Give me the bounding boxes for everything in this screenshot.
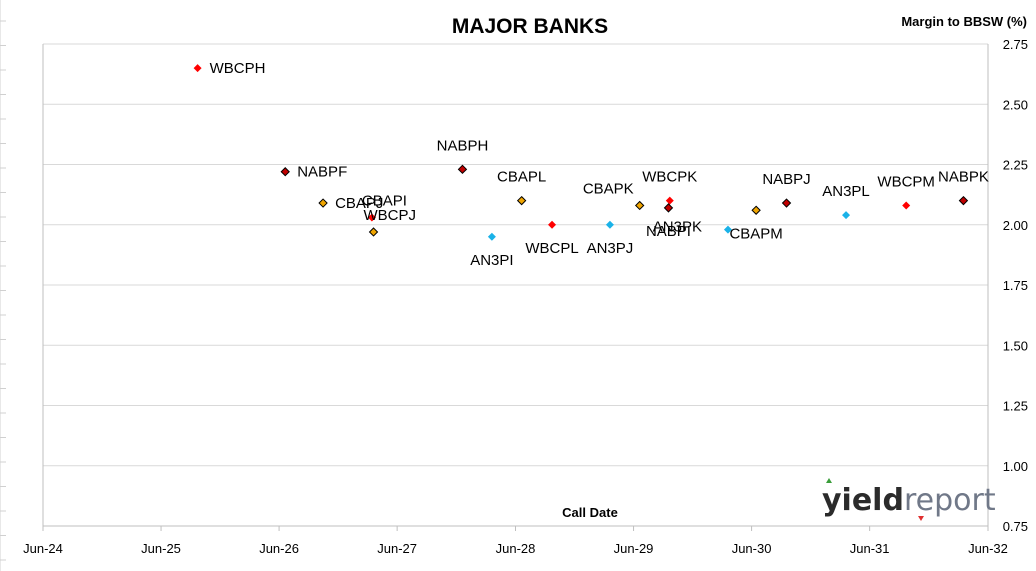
data-point-label: WBCPH: [210, 60, 266, 77]
x-tick-label: Jun-26: [259, 541, 299, 556]
gridlines: [43, 43, 988, 467]
x-tick-label: Jun-32: [968, 541, 1008, 556]
x-tick-label: Jun-28: [496, 541, 536, 556]
data-point: [842, 211, 851, 220]
logo-text-yield: yield: [822, 483, 904, 518]
data-point-label: NABPI: [646, 223, 691, 240]
data-point: [280, 167, 290, 177]
x-axis-title: Call Date: [562, 505, 618, 520]
x-tick-label: Jun-31: [850, 541, 890, 556]
data-point: [751, 205, 761, 215]
data-point-label: NABPK: [938, 169, 989, 186]
y-tick-label: 1.75: [1003, 278, 1028, 293]
data-point: [516, 195, 527, 206]
data-point: [457, 164, 468, 175]
x-tick-labels: Jun-24 Jun-25 Jun-26 Jun-27 Jun-28 Jun-29 Jun-…: [23, 541, 1008, 556]
y-tick-label: 1.00: [1003, 459, 1028, 474]
y-tick-label: 2.75: [1003, 37, 1028, 52]
data-point-label: WBCPL: [525, 240, 578, 257]
data-point-label: AN3PL: [822, 183, 870, 200]
data-point-label: CBAPJ: [335, 195, 383, 212]
svg-text:yieldreport: yieldreport: [822, 483, 996, 518]
data-point-label: NABPF: [297, 164, 347, 181]
logo-down-arrow-icon: [918, 516, 924, 521]
logo-text-report: report: [904, 483, 996, 518]
x-tick-label: Jun-29: [614, 541, 654, 556]
yieldreport-logo: yieldreport: [822, 478, 996, 521]
y-axis-title: Margin to BBSW (%): [901, 14, 1027, 29]
chart-title: MAJOR BANKS: [452, 15, 608, 38]
data-point-label: CBAPL: [497, 169, 546, 186]
y-tick-label: 2.00: [1003, 218, 1028, 233]
x-tick-label: Jun-25: [141, 541, 181, 556]
data-point-label: CBAPM: [729, 225, 782, 242]
x-tick-label: Jun-30: [732, 541, 772, 556]
data-point: [318, 198, 328, 208]
data-point: [605, 220, 614, 229]
y-tick-label: 0.75: [1003, 519, 1028, 534]
y-tick-label: 1.50: [1003, 338, 1028, 353]
data-point-label: CBAPI: [362, 193, 407, 210]
y-tick-label: 2.50: [1003, 97, 1028, 112]
data-point-label: AN3PJ: [587, 240, 634, 257]
data-point-label: CBAPK: [583, 180, 634, 197]
data-point: [663, 203, 674, 213]
data-point-label: WBCPK: [642, 169, 697, 186]
x-tick-label: Jun-27: [377, 541, 417, 556]
data-point-label: WBCPM: [877, 173, 935, 190]
x-tick-label: Jun-24: [23, 541, 63, 556]
data-point: [665, 196, 674, 205]
data-point-label: WBCPJ: [364, 207, 417, 224]
data-point-label: NABPH: [437, 137, 489, 154]
data-point: [723, 225, 732, 234]
y-tick-labels: 0.75 1.00 1.25 1.50 1.75 2.00 2.25 2.50 2.75: [1003, 37, 1028, 534]
axes: [0, 0, 989, 571]
logo-up-arrow-icon: [826, 478, 832, 483]
data-point: [487, 232, 496, 241]
data-point: [781, 198, 792, 208]
data-point: [368, 227, 379, 237]
data-point: [548, 220, 557, 229]
data-point-label: AN3PK: [653, 219, 702, 236]
data-point-label: NABPJ: [762, 171, 810, 188]
data-point: [193, 64, 202, 73]
data-point: [367, 213, 376, 222]
data-point: [958, 195, 969, 206]
data-points: [193, 64, 969, 241]
data-point-label: AN3PI: [470, 252, 513, 269]
y-tick-label: 1.25: [1003, 399, 1028, 414]
data-point: [634, 200, 645, 211]
data-point: [902, 201, 911, 210]
y-tick-label: 2.25: [1003, 158, 1028, 173]
